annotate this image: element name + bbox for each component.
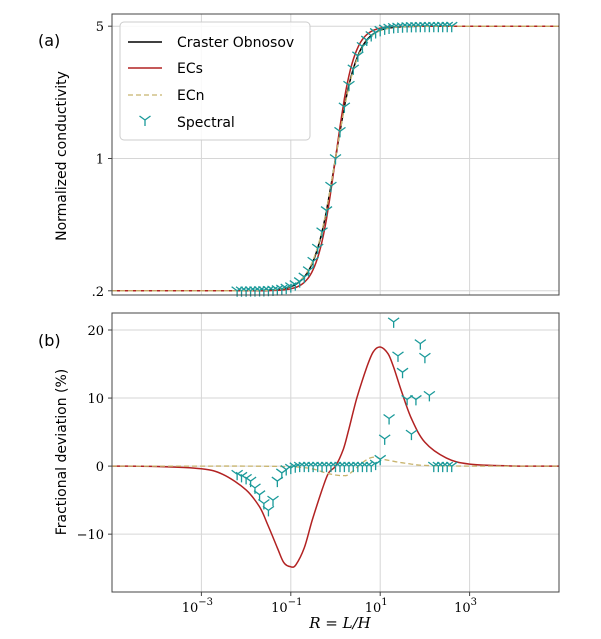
panel-b-y-ticks: −10 0 10 20	[77, 324, 112, 543]
panel-a-spectral-point	[316, 227, 328, 238]
x-tick-label: 10−1	[271, 597, 302, 616]
panel-b-grid	[112, 313, 559, 592]
panel-b-spectral-point	[383, 413, 395, 425]
panel-b-spectral-point	[267, 495, 279, 507]
panel-a-spectral-point	[369, 27, 382, 39]
panel-a-spectral-point	[320, 206, 333, 217]
panel-a-curve-ecn	[112, 25, 559, 292]
panel-b-spectral-point	[262, 505, 275, 517]
panel-b-spectral-point	[410, 394, 422, 406]
panel-b-spectral-point	[427, 461, 440, 473]
panel-a-spectral-markers	[231, 21, 458, 297]
panel-a-spectral-point	[351, 51, 364, 62]
panel-a-spectral-point	[338, 102, 351, 113]
panel-b-spectral-point	[249, 483, 261, 494]
x-tick-label: 10−3	[182, 597, 213, 616]
legend: Craster Obnosov ECs ECn Spectral	[119, 21, 311, 141]
legend-box	[119, 21, 311, 141]
panel-b-ytick-label: −10	[77, 528, 104, 543]
panel-b-spectral-point	[378, 434, 391, 445]
panel-b-ytick-label: 0	[96, 460, 104, 475]
panel-b-ylabel: Fractional deviation (%)	[54, 369, 70, 536]
panel-a-spectral-point	[334, 126, 346, 138]
panel-a-spectral-point	[284, 282, 297, 293]
panel-a-ylabel: Normalized conductivity	[54, 71, 70, 241]
panel-a-ytick-label: .2	[92, 285, 104, 300]
legend-spectral-marker	[139, 115, 151, 126]
legend-label-ecn: ECn	[177, 88, 205, 104]
panel-a-spectral-point	[311, 243, 324, 255]
panel-b-frame	[111, 312, 560, 593]
panel-b-spectral-point	[396, 367, 409, 379]
panel-a-spectral-point	[347, 64, 360, 75]
panel-a-spectral-point	[329, 153, 342, 165]
panel-b-spectral-point	[365, 461, 378, 473]
panel-b-spectral-point	[445, 461, 458, 473]
panel-a-spectral-point	[445, 21, 458, 33]
legend-label-spectral: Spectral	[177, 115, 235, 131]
legend-label-ecs: ECs	[177, 61, 203, 77]
panel-a-y-ticks: .2 1 5	[92, 20, 112, 300]
panel-b-spectral-point	[307, 461, 320, 473]
panel-b-spectral-point	[423, 390, 436, 402]
panel-b-spectral-point	[401, 394, 413, 406]
panel-b-spectral-point	[374, 454, 387, 466]
panel-b-spectral-point	[387, 317, 400, 328]
x-tick-label: 103	[454, 597, 477, 616]
legend-swatch-spectral	[139, 115, 151, 126]
panel-a-spectral-point	[325, 181, 337, 193]
panel-a-spectral-point	[302, 266, 315, 277]
panel-a-frame	[111, 13, 560, 296]
panel-b-spectral-point	[414, 339, 427, 350]
legend-label-craster: Craster Obnosov	[177, 35, 294, 51]
panel-label-a: (a)	[38, 31, 60, 50]
panel-b-spectral-markers	[231, 317, 458, 517]
panel-b-spectral-point	[392, 351, 404, 362]
panel-b-spectral-point	[405, 429, 418, 441]
panel-a-spectral-point	[307, 256, 320, 268]
panel-b-spectral-point	[419, 352, 431, 364]
panel-b-ytick-label: 10	[87, 392, 104, 407]
panel-a-ytick-label: 1	[96, 152, 104, 167]
panel-b-ytick-label: 20	[87, 324, 104, 339]
panel-a-spectral-point	[343, 80, 355, 92]
x-axis-label: R = L/H	[308, 614, 371, 632]
panel-b-x-ticks: 10−3 10−1 101 103	[182, 592, 477, 616]
panel-label-b: (b)	[38, 331, 61, 350]
panel-a-ytick-label: 5	[96, 20, 104, 35]
panel-b-spectral-point	[253, 490, 266, 501]
